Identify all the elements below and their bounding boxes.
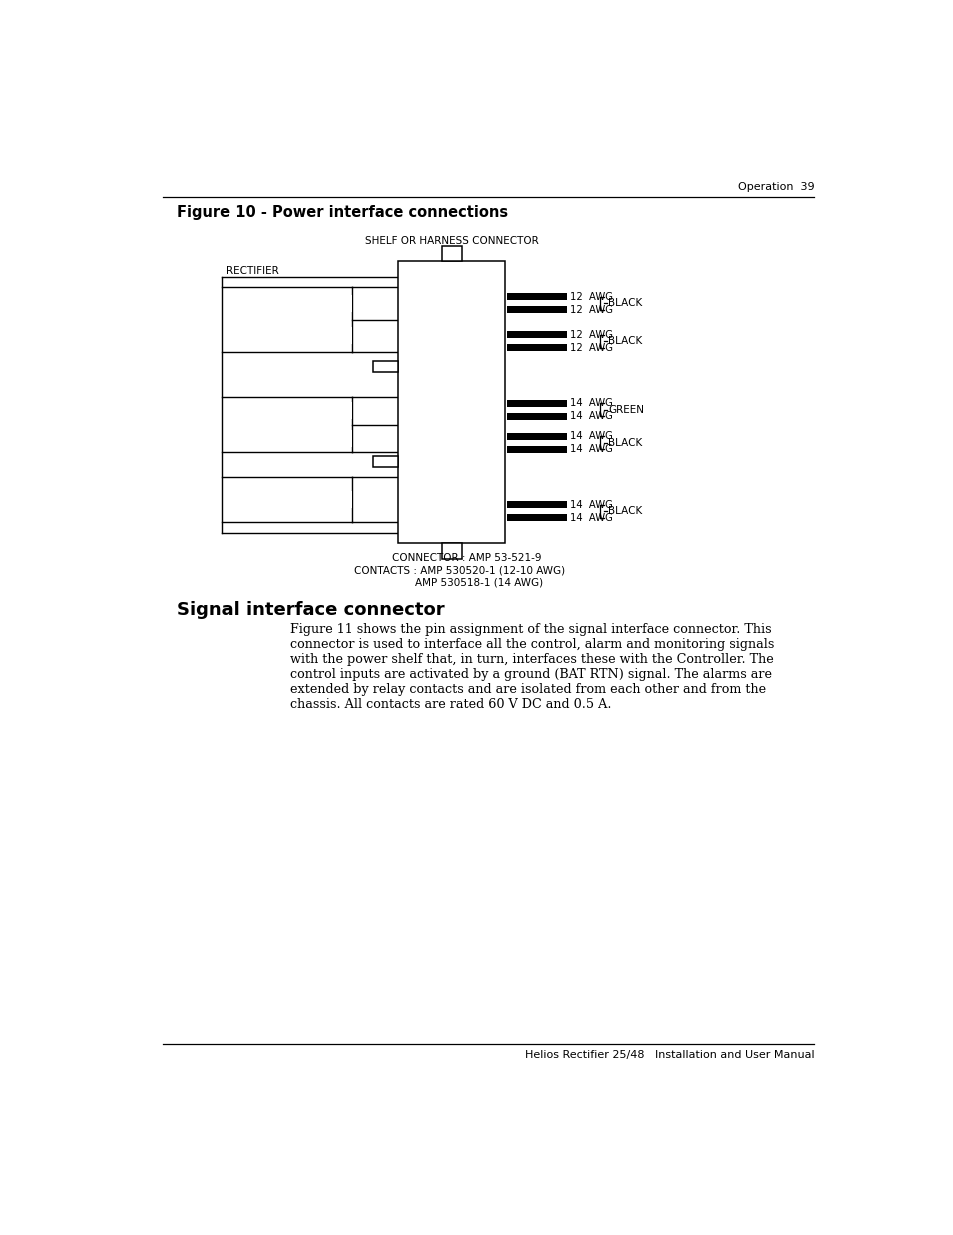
Text: 14  AWG: 14 AWG (570, 398, 613, 408)
Text: AC: AC (322, 433, 336, 443)
Text: BLACK: BLACK (608, 299, 642, 309)
Text: CONNECTOR : AMP 53-521-9: CONNECTOR : AMP 53-521-9 (392, 553, 541, 563)
Text: FR GRD: FR GRD (309, 406, 349, 416)
Text: Figure 10 - Power interface connections: Figure 10 - Power interface connections (177, 205, 508, 220)
Text: BLACK: BLACK (608, 506, 642, 516)
Bar (506, 331, 567, 338)
Bar (373, 456, 397, 467)
Text: connector is used to interface all the control, alarm and monitoring signals: connector is used to interface all the c… (290, 638, 773, 651)
Bar (307, 403, 352, 419)
Bar (397, 262, 505, 543)
Bar (307, 327, 352, 345)
Text: BLACK: BLACK (608, 336, 642, 346)
Text: chassis. All contacts are rated 60 V DC and 0.5 A.: chassis. All contacts are rated 60 V DC … (290, 698, 611, 711)
Text: DC-: DC- (319, 298, 338, 309)
Bar (506, 294, 567, 300)
Text: AMP 530518-1 (14 AWG): AMP 530518-1 (14 AWG) (415, 578, 542, 588)
Bar (506, 400, 567, 406)
Text: 14  AWG: 14 AWG (570, 500, 613, 510)
Text: SHELF OR HARNESS CONNECTOR: SHELF OR HARNESS CONNECTOR (364, 236, 538, 246)
Bar (506, 501, 567, 508)
Text: 12  AWG: 12 AWG (570, 291, 613, 301)
Text: 12  AWG: 12 AWG (570, 342, 613, 353)
Text: DC+: DC+ (317, 331, 341, 341)
Text: with the power shelf that, in turn, interfaces these with the Controller. The: with the power shelf that, in turn, inte… (290, 653, 773, 666)
Text: GREEN: GREEN (608, 405, 643, 415)
Text: Operation  39: Operation 39 (737, 183, 814, 193)
Text: Helios Rectifier 25/48   Installation and User Manual: Helios Rectifier 25/48 Installation and … (524, 1050, 814, 1061)
Text: BLACK: BLACK (608, 437, 642, 448)
Bar (441, 543, 461, 558)
Bar (441, 246, 461, 262)
Bar (506, 432, 567, 440)
Text: control inputs are activated by a ground (BAT RTN) signal. The alarms are: control inputs are activated by a ground… (290, 668, 771, 680)
Text: 14  AWG: 14 AWG (570, 445, 613, 454)
Text: 12  AWG: 12 AWG (570, 330, 613, 340)
Bar (506, 306, 567, 314)
Text: RECTIFIER: RECTIFIER (226, 267, 278, 277)
Text: extended by relay contacts and are isolated from each other and from the: extended by relay contacts and are isola… (290, 683, 765, 697)
Bar (373, 361, 397, 372)
Bar (506, 412, 567, 420)
Text: 14  AWG: 14 AWG (570, 513, 613, 522)
Bar (506, 514, 567, 521)
Text: Signal interface connector: Signal interface connector (177, 601, 444, 619)
Bar (307, 430, 352, 447)
Text: CONTACTS : AMP 530520-1 (12-10 AWG): CONTACTS : AMP 530520-1 (12-10 AWG) (354, 566, 564, 576)
Bar (307, 295, 352, 311)
Text: 14  AWG: 14 AWG (570, 431, 613, 441)
Text: Figure 11 shows the pin assignment of the signal interface connector. This: Figure 11 shows the pin assignment of th… (290, 622, 771, 636)
Text: 12  AWG: 12 AWG (570, 305, 613, 315)
Bar (506, 345, 567, 351)
Text: AC: AC (322, 494, 336, 504)
Bar (506, 446, 567, 453)
Bar (307, 490, 352, 508)
Text: 14  AWG: 14 AWG (570, 411, 613, 421)
